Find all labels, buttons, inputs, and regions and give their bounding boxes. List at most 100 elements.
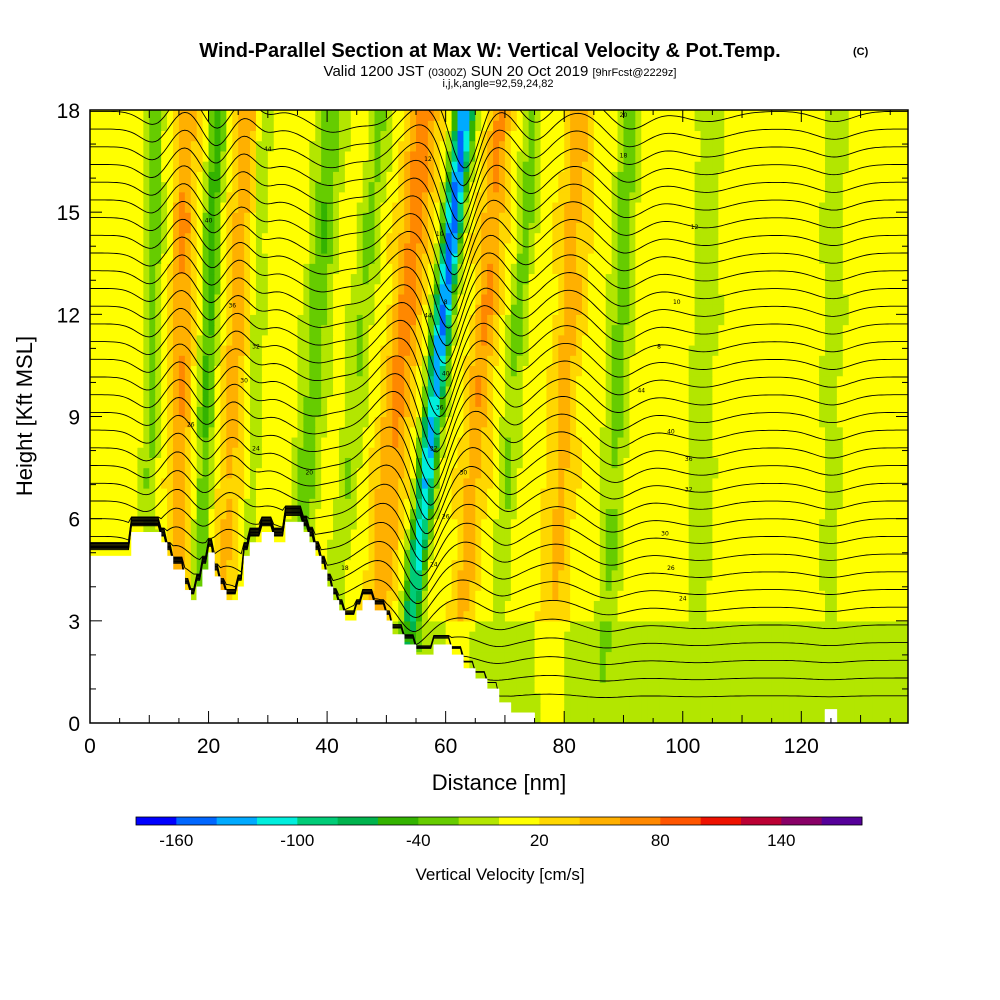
- velocity-cell: [825, 436, 832, 448]
- velocity-cell: [350, 610, 358, 622]
- velocity-cell: [101, 467, 109, 479]
- velocity-cell: [327, 375, 334, 387]
- velocity-cell: [617, 488, 625, 499]
- velocity-cell: [587, 518, 595, 530]
- velocity-cell: [795, 610, 802, 622]
- velocity-cell: [801, 569, 808, 581]
- velocity-cell: [119, 518, 127, 530]
- velocity-cell: [564, 426, 571, 438]
- velocity-cell: [433, 426, 441, 438]
- velocity-cell: [659, 477, 666, 489]
- velocity-cell: [611, 549, 619, 561]
- velocity-cell: [854, 539, 862, 550]
- velocity-cell: [747, 508, 755, 520]
- velocity-cell: [457, 477, 465, 489]
- velocity-cell: [896, 518, 903, 530]
- velocity-cell: [172, 508, 180, 520]
- velocity-cell: [825, 498, 832, 510]
- velocity-cell: [481, 579, 488, 591]
- velocity-cell: [362, 355, 370, 367]
- velocity-cell: [659, 355, 666, 367]
- velocity-cell: [451, 477, 459, 489]
- velocity-cell: [635, 355, 642, 367]
- velocity-cell: [700, 539, 708, 550]
- velocity-cell: [516, 355, 524, 367]
- velocity-cell: [872, 355, 879, 367]
- velocity-cell: [688, 631, 696, 642]
- velocity-cell: [386, 396, 393, 407]
- velocity-cell: [576, 631, 583, 642]
- velocity-cell: [113, 344, 121, 356]
- velocity-cell: [611, 590, 619, 601]
- velocity-cell: [350, 467, 358, 479]
- velocity-cell: [327, 467, 334, 479]
- velocity-cell: [95, 355, 103, 367]
- velocity-cell: [321, 355, 328, 367]
- velocity-cell: [208, 344, 216, 356]
- velocity-cell: [119, 396, 127, 407]
- velocity-cell: [884, 600, 891, 612]
- velocity-cell: [522, 436, 530, 448]
- velocity-cell: [250, 488, 257, 499]
- velocity-cell: [819, 447, 826, 458]
- velocity-cell: [641, 528, 648, 540]
- velocity-cell: [522, 590, 530, 601]
- velocity-cell: [712, 396, 719, 407]
- velocity-cell: [878, 355, 885, 367]
- velocity-cell: [694, 671, 702, 683]
- velocity-cell: [694, 365, 702, 377]
- velocity-cell: [694, 508, 702, 520]
- velocity-cell: [552, 559, 559, 571]
- velocity-cell: [350, 579, 358, 591]
- velocity-cell: [380, 569, 387, 581]
- velocity-cell: [635, 661, 642, 673]
- velocity-cell: [896, 559, 903, 571]
- velocity-cell: [95, 528, 103, 540]
- velocity-cell: [659, 549, 666, 561]
- velocity-cell: [427, 528, 435, 540]
- velocity-cell: [670, 641, 678, 653]
- velocity-cell: [267, 467, 275, 479]
- velocity-cell: [581, 651, 589, 663]
- velocity-cell: [712, 692, 719, 704]
- velocity-cell: [795, 712, 802, 723]
- velocity-cell: [119, 457, 127, 469]
- velocity-cell: [196, 518, 204, 530]
- velocity-cell: [676, 620, 684, 632]
- velocity-cell: [848, 641, 856, 653]
- velocity-cell: [848, 559, 856, 571]
- velocity-cell: [410, 457, 417, 469]
- velocity-cell: [848, 712, 856, 723]
- velocity-cell: [801, 528, 808, 540]
- velocity-cell: [546, 702, 553, 714]
- velocity-cell: [611, 600, 619, 612]
- velocity-cell: [273, 467, 281, 479]
- velocity-cell: [848, 426, 856, 438]
- velocity-cell: [427, 385, 435, 397]
- velocity-cell: [528, 426, 536, 438]
- velocity-cell: [534, 559, 542, 571]
- velocity-cell: [753, 488, 761, 499]
- velocity-cell: [759, 549, 767, 561]
- velocity-cell: [736, 477, 743, 489]
- velocity-cell: [771, 355, 779, 367]
- velocity-cell: [279, 457, 287, 469]
- velocity-cell: [493, 436, 500, 448]
- velocity-cell: [902, 620, 908, 632]
- velocity-cell: [534, 396, 542, 407]
- velocity-cell: [765, 467, 773, 479]
- velocity-cell: [611, 467, 619, 479]
- velocity-cell: [605, 569, 613, 581]
- velocity-cell: [653, 477, 660, 489]
- velocity-cell: [878, 528, 885, 540]
- velocity-cell: [884, 692, 891, 704]
- velocity-cell: [333, 539, 340, 550]
- velocity-cell: [552, 569, 559, 581]
- velocity-cell: [439, 426, 447, 438]
- velocity-cell: [593, 355, 601, 367]
- velocity-cell: [131, 406, 139, 418]
- velocity-cell: [653, 518, 660, 530]
- velocity-cell: [730, 671, 737, 683]
- velocity-cell: [504, 467, 512, 479]
- velocity-cell: [433, 416, 441, 428]
